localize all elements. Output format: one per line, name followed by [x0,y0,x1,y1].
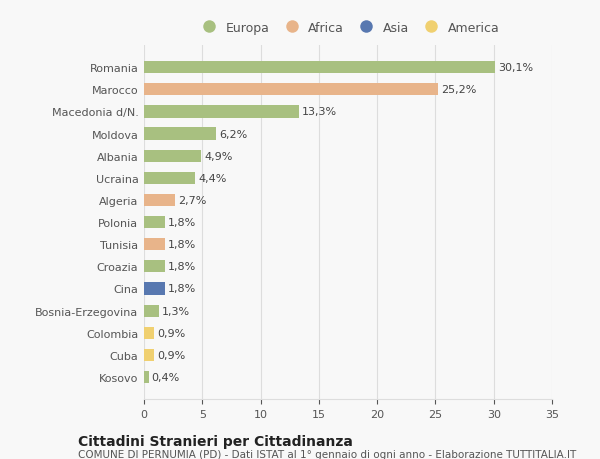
Bar [144,217,165,229]
Bar [144,239,165,251]
Text: 25,2%: 25,2% [440,85,476,95]
Bar [144,195,175,207]
Text: 1,8%: 1,8% [168,284,196,294]
Text: 1,8%: 1,8% [168,218,196,228]
Bar [144,283,165,295]
Text: 1,3%: 1,3% [162,306,190,316]
Text: 13,3%: 13,3% [302,107,337,117]
Text: 0,4%: 0,4% [152,372,180,382]
Legend: Europa, Africa, Asia, America: Europa, Africa, Asia, America [191,17,505,40]
Bar [144,62,495,74]
Text: 30,1%: 30,1% [498,63,533,73]
Bar [144,84,438,96]
Bar [144,327,154,339]
Bar [144,305,159,317]
Bar [144,173,195,185]
Text: 0,9%: 0,9% [157,350,185,360]
Text: 1,8%: 1,8% [168,262,196,272]
Bar [144,261,165,273]
Text: 4,9%: 4,9% [204,151,232,162]
Bar [144,371,149,383]
Text: Cittadini Stranieri per Cittadinanza: Cittadini Stranieri per Cittadinanza [78,434,353,448]
Text: 0,9%: 0,9% [157,328,185,338]
Text: 6,2%: 6,2% [219,129,247,139]
Bar [144,349,154,361]
Text: 2,7%: 2,7% [178,196,207,206]
Bar [144,106,299,118]
Text: 4,4%: 4,4% [198,174,227,184]
Bar [144,150,201,162]
Bar [144,128,216,140]
Text: 1,8%: 1,8% [168,240,196,250]
Text: COMUNE DI PERNUMIA (PD) - Dati ISTAT al 1° gennaio di ogni anno - Elaborazione T: COMUNE DI PERNUMIA (PD) - Dati ISTAT al … [78,449,576,459]
